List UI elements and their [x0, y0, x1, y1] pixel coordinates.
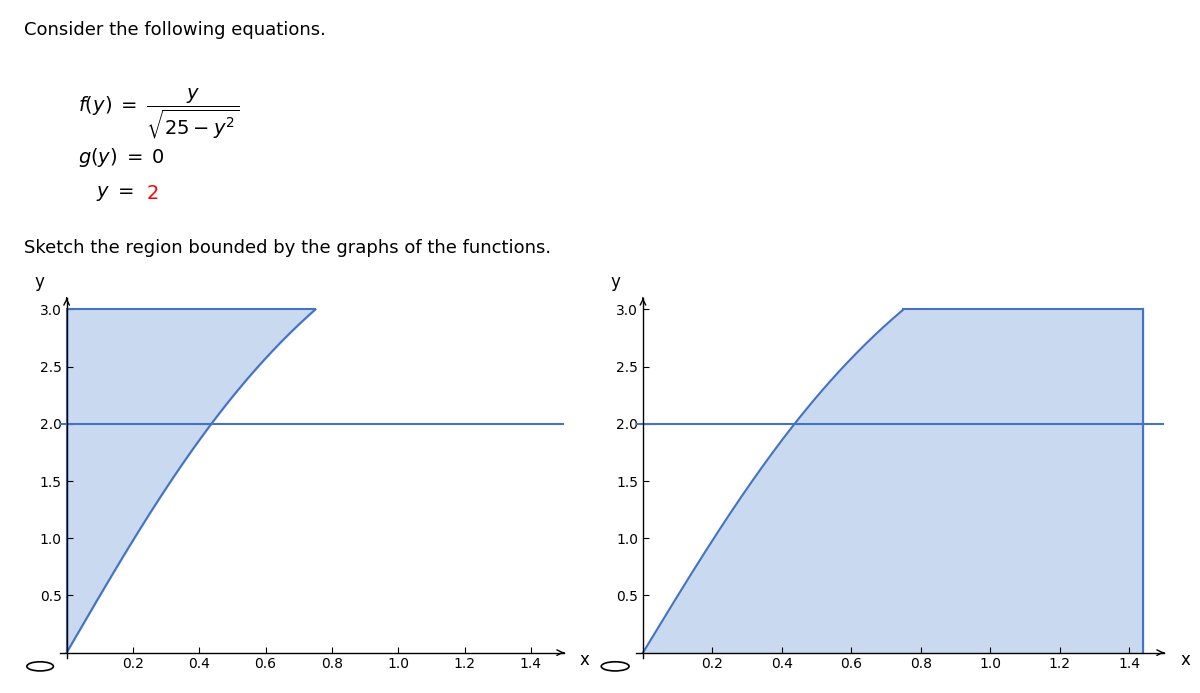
Text: $2$: $2$ [146, 184, 158, 202]
X-axis label: x: x [580, 651, 589, 669]
Circle shape [601, 662, 629, 671]
Text: $f(y)\;=\;\dfrac{y}{\sqrt{25-y^2}}$: $f(y)\;=\;\dfrac{y}{\sqrt{25-y^2}}$ [78, 87, 239, 141]
Text: $g(y)\;=\;0$: $g(y)\;=\;0$ [78, 146, 164, 168]
Text: Consider the following equations.: Consider the following equations. [24, 21, 326, 39]
Circle shape [26, 662, 53, 671]
X-axis label: x: x [1180, 651, 1190, 669]
Y-axis label: y: y [610, 273, 620, 291]
Text: $y\;=\;$: $y\;=\;$ [96, 184, 133, 202]
Text: Sketch the region bounded by the graphs of the functions.: Sketch the region bounded by the graphs … [24, 239, 551, 257]
Y-axis label: y: y [35, 273, 44, 291]
